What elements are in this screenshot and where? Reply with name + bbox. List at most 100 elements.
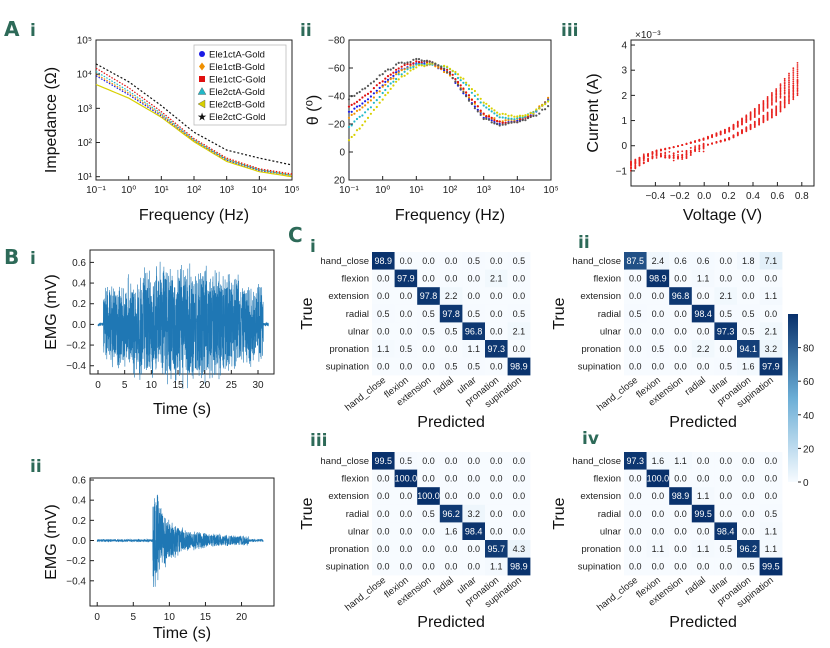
iv-point <box>783 79 786 82</box>
cm-cell <box>759 287 783 305</box>
impedance-series-line <box>95 73 293 176</box>
cm-cell-value: 0.0 <box>629 491 642 501</box>
iv-point <box>788 72 790 75</box>
y-axis-title: Current (A) <box>585 73 602 152</box>
iv-point <box>681 155 684 157</box>
iv-point <box>719 140 722 143</box>
iv-point <box>788 95 790 98</box>
phase-point <box>451 73 454 76</box>
cm-cell <box>759 487 783 505</box>
phase-point <box>490 107 493 110</box>
phase-point <box>504 113 507 116</box>
cm-cell-value: 98.9 <box>510 562 528 572</box>
iv-point <box>792 75 795 77</box>
cm-ylabel: True <box>551 497 568 529</box>
phase-point <box>446 70 449 74</box>
cm-cell-value: 1.6 <box>445 526 458 536</box>
emg-trace <box>96 494 264 588</box>
cm-col-label: radial <box>683 575 708 598</box>
phase-point <box>454 80 457 83</box>
cm-cell <box>691 304 715 323</box>
iv-point <box>775 95 778 97</box>
cm-row-label: radial <box>598 509 621 520</box>
cm-cell <box>737 357 760 376</box>
phase-point <box>518 117 522 121</box>
phase-point <box>507 114 510 117</box>
y-tick-label: 0.6 <box>72 476 86 487</box>
cm-cell <box>462 540 486 558</box>
phase-point <box>454 78 457 81</box>
iv-point <box>702 143 705 146</box>
phase-point <box>412 62 415 65</box>
cm-row-label: ulnar <box>600 526 621 537</box>
cm-cell <box>372 357 395 376</box>
phase-point <box>473 102 476 105</box>
cm-cell-value: 0.0 <box>629 562 642 572</box>
phase-point <box>516 121 519 124</box>
cm-cell-value: 97.3 <box>488 344 506 354</box>
iv-point <box>677 155 679 158</box>
phase-point <box>372 80 375 83</box>
cm-col-label: hand_close <box>595 375 640 414</box>
phase-point <box>482 117 485 121</box>
cm-cell <box>737 452 760 470</box>
x-tick-label: 0 <box>94 612 100 623</box>
cm-cell-value: 0.0 <box>652 326 665 336</box>
phase-point <box>364 104 367 107</box>
phase-point <box>501 120 504 123</box>
phase-point <box>417 58 421 61</box>
y-tick-label: −0.2 <box>66 341 86 352</box>
phase-point <box>392 80 395 83</box>
iv-point <box>694 148 696 151</box>
cm-cell <box>372 304 395 323</box>
phase-point <box>465 81 468 84</box>
cm-cell <box>714 540 738 558</box>
cm-row-label: supination <box>326 362 369 373</box>
phase-point <box>400 61 403 64</box>
cm-cell <box>737 269 760 288</box>
iv-point <box>672 157 675 160</box>
phase-point <box>381 80 384 83</box>
cm-cell-value: 0.5 <box>400 344 413 354</box>
cm-cell-value: 0.0 <box>422 274 435 284</box>
y-tick-label: −60 <box>328 64 345 75</box>
x-tick-label: 10⁴ <box>252 185 267 196</box>
cm-row-label: extension <box>580 491 621 502</box>
cm-cell-value: 98.4 <box>694 309 712 319</box>
phase-point <box>467 94 471 97</box>
phase-point <box>375 105 378 109</box>
y-tick-label: 10² <box>78 138 93 149</box>
cm-cell <box>759 269 783 288</box>
iv-point <box>741 123 743 126</box>
iv-point <box>788 76 790 78</box>
phase-point <box>504 119 507 122</box>
phase-point <box>361 88 364 91</box>
cm-col-label: hand_close <box>343 375 388 414</box>
cm-cell <box>507 322 531 341</box>
cm-cell <box>624 269 647 288</box>
phase-point <box>501 112 504 115</box>
phase-point <box>384 80 387 83</box>
cm-cell <box>737 340 760 358</box>
phase-point <box>372 92 375 95</box>
phase-point <box>490 121 493 124</box>
iv-point <box>766 98 769 101</box>
x-axis-title: Voltage (V) <box>683 207 762 224</box>
phase-point <box>465 91 468 94</box>
cm-cell-value: 0.0 <box>377 474 390 484</box>
cm-xlabel: Predicted <box>417 414 485 431</box>
cm-cell-value: 97.8 <box>442 309 460 319</box>
iv-point <box>698 145 701 148</box>
phase-point <box>465 83 468 86</box>
iv-point <box>664 156 667 159</box>
cm-cell <box>714 469 738 488</box>
cm-cell <box>394 357 418 376</box>
cm-cell-value: 0.0 <box>422 362 435 372</box>
iv-point <box>711 136 713 139</box>
cm-cell <box>417 340 440 358</box>
cm-cell <box>669 452 692 470</box>
iv-point <box>672 154 675 157</box>
cm-cell-value: 98.9 <box>649 274 667 284</box>
iv-point <box>655 153 658 156</box>
x-tick-label: 20 <box>199 380 211 391</box>
